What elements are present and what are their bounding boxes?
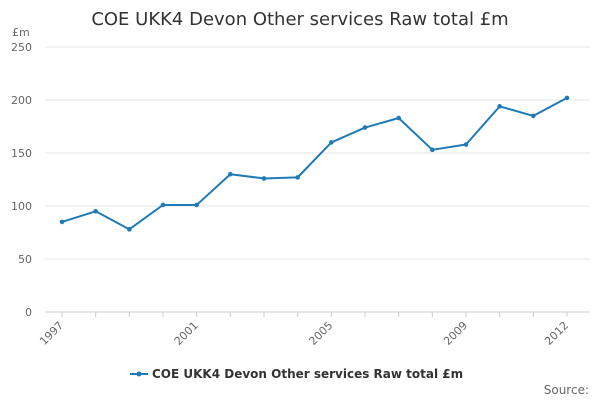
data-point	[396, 115, 401, 121]
y-tick-label: 250	[11, 41, 32, 54]
series-group	[59, 95, 570, 232]
y-tick-label: 150	[11, 147, 32, 160]
y-tick-label: 100	[11, 200, 32, 213]
y-axis-unit-label: £m	[12, 26, 30, 39]
data-point	[127, 227, 132, 232]
y-tick-label: 50	[18, 253, 32, 266]
data-point	[497, 104, 502, 109]
data-point	[93, 209, 98, 214]
data-point	[430, 147, 435, 153]
legend-label: COE UKK4 Devon Other services Raw total …	[152, 367, 463, 381]
x-tick-label: 2012	[542, 319, 571, 348]
data-point	[59, 219, 65, 225]
data-point	[295, 175, 300, 180]
data-point	[564, 95, 570, 101]
data-point	[463, 142, 469, 147]
gridlines	[45, 46, 590, 313]
data-point	[329, 140, 334, 145]
x-tick-label: 2001	[172, 319, 201, 348]
data-point	[194, 202, 199, 208]
x-tick-label: 1997	[37, 319, 66, 348]
y-tick-label: 200	[11, 94, 32, 107]
data-point	[531, 113, 536, 119]
data-point	[261, 176, 267, 181]
x-tick-label: 2009	[441, 319, 470, 348]
x-axis: 1997 2001 2005 2009 2012	[37, 312, 571, 348]
data-point	[362, 125, 368, 130]
data-point	[160, 202, 166, 208]
chart-title: COE UKK4 Devon Other services Raw total …	[91, 9, 508, 30]
y-tick-label: 0	[25, 306, 32, 319]
data-point	[228, 171, 233, 177]
legend-point-marker	[136, 371, 142, 377]
source-label[interactable]: Source:	[544, 383, 589, 397]
y-axis-ticks: 0 50 100 150 200 250	[11, 41, 32, 319]
legend[interactable]: COE UKK4 Devon Other services Raw total …	[130, 367, 463, 381]
series-line	[61, 96, 568, 231]
x-tick-label: 2005	[306, 319, 335, 348]
